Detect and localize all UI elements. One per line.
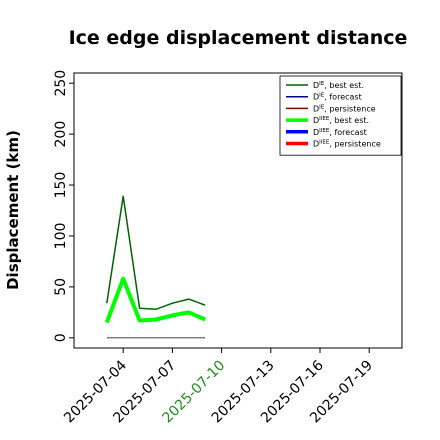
series-line xyxy=(104,276,206,324)
legend-label: DIE, persistence xyxy=(313,104,376,113)
plot-frame xyxy=(73,72,403,349)
series-layer xyxy=(104,195,206,339)
series-line xyxy=(106,195,206,311)
y-axis-label: Displacement (km) xyxy=(4,130,22,290)
legend-label: DIIEE, forecast xyxy=(313,128,367,137)
y-tick-label: 250 xyxy=(53,70,69,97)
legend-label: DIE, forecast xyxy=(313,93,362,102)
y-axis-ticks: 0 50 100 150 200 250 xyxy=(53,70,74,342)
legend-label: DIIEE, best est. xyxy=(313,116,369,125)
y-tick-label: 0 xyxy=(53,333,69,342)
legend: DIE, best est. DIE, forecast DIE, persiste… xyxy=(279,75,402,156)
chart-title: Ice edge displacement distance xyxy=(69,27,408,49)
x-axis-ticks: 2025-07-042025-07-072025-07-102025-07-13… xyxy=(61,348,376,426)
y-tick-label: 200 xyxy=(53,121,69,148)
y-tick-label: 50 xyxy=(53,278,69,296)
legend-label: DIIEE, persistence xyxy=(313,140,381,149)
y-tick-label: 150 xyxy=(53,172,69,199)
plot-area xyxy=(73,72,403,349)
y-tick-label: 100 xyxy=(53,223,69,250)
legend-label: DIE, best est. xyxy=(313,81,364,90)
